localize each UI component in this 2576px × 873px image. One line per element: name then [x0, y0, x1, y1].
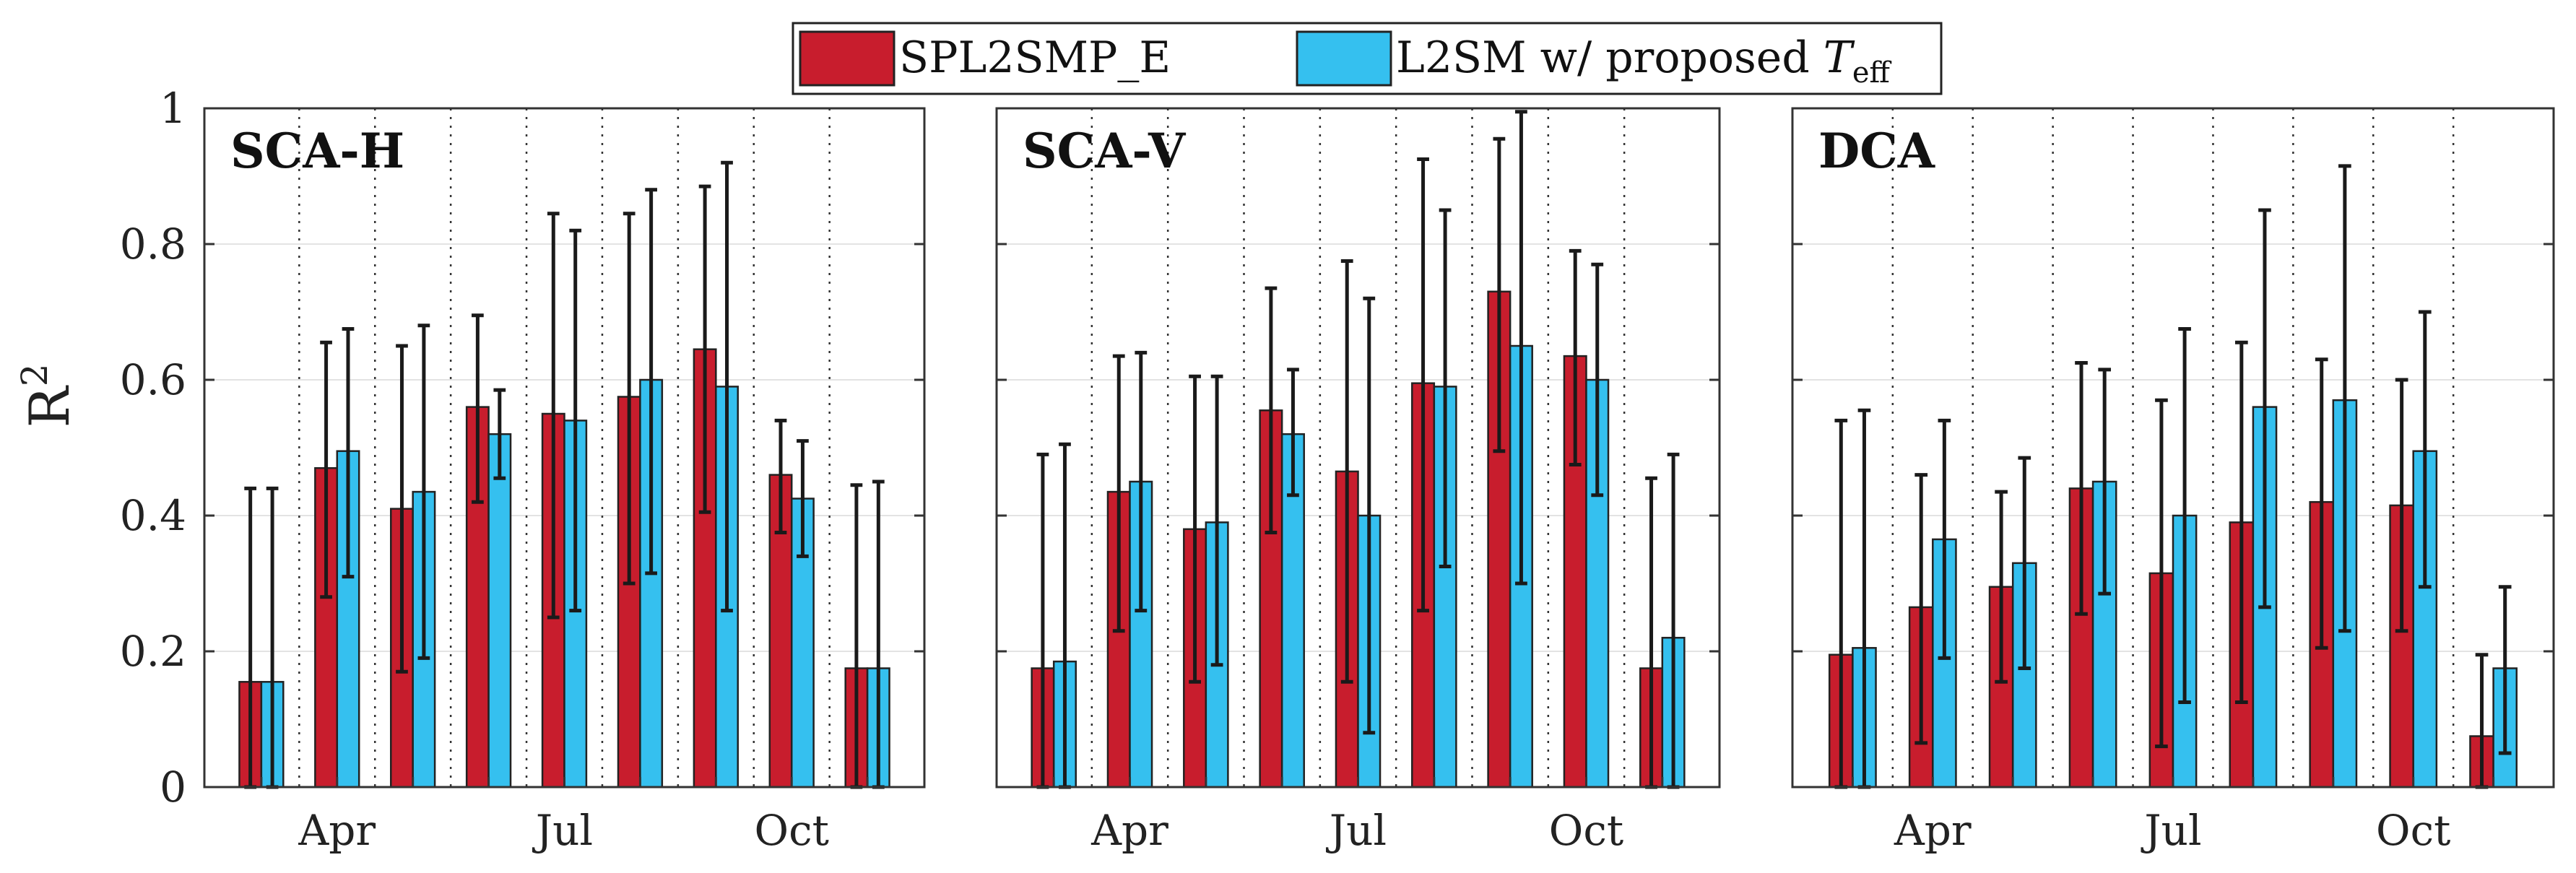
xtick-label-sca-h-jul: Jul	[532, 806, 593, 855]
xtick-label-sca-v-oct: Oct	[1549, 806, 1623, 855]
legend-label-l2sm-proposed: L2SM w/ proposed Teff	[1396, 32, 1892, 90]
y-axis-label: R2	[14, 363, 82, 427]
y-axis-label-base: R	[17, 385, 82, 428]
ytick-label-2: 0.4	[120, 491, 186, 540]
ytick-label-4: 0.8	[120, 220, 186, 269]
legend-label-l2sm-subscript: eff	[1852, 56, 1892, 90]
xtick-label-dca-apr: Apr	[1894, 806, 1972, 855]
labels-layer: Apr Jul Oct SCA-H Apr Jul Oct SCA-V Apr Jul Oct DCA…	[120, 84, 2451, 855]
legend-swatch-l2sm-proposed	[1296, 30, 1392, 87]
legend-label-spl2smp-e: SPL2SMP_E	[899, 32, 1171, 83]
xtick-label-sca-h-oct: Oct	[755, 806, 829, 855]
xtick-label-dca-jul: Jul	[2141, 806, 2201, 855]
error-bars-layer	[244, 110, 2512, 789]
xtick-label-sca-h-apr: Apr	[298, 806, 376, 855]
panel-frames-layer	[203, 107, 2555, 789]
legend-label-l2sm-symbol: T	[1823, 32, 1855, 83]
panel-title-sca-v: SCA-V	[1023, 123, 1187, 179]
ytick-label-5: 1	[160, 84, 186, 133]
ytick-label-1: 0.2	[120, 627, 186, 676]
xtick-label-dca-oct: Oct	[2376, 806, 2450, 855]
ytick-label-0: 0	[160, 763, 186, 812]
legend-swatch-spl2smp-e	[799, 30, 895, 87]
bar-sca-h-l2sm-w-proposed-t-eff-jun	[487, 433, 512, 789]
legend-label-l2sm-prefix: L2SM w/ proposed	[1396, 32, 1823, 83]
legend: SPL2SMP_E L2SM w/ proposed Teff	[792, 22, 1943, 95]
xtick-label-sca-v-apr: Apr	[1090, 806, 1168, 855]
xtick-label-sca-v-jul: Jul	[1326, 806, 1387, 855]
panel-title-sca-h: SCA-H	[230, 123, 404, 179]
panel-title-dca: DCA	[1818, 123, 1935, 179]
ytick-label-3: 0.6	[120, 355, 186, 404]
y-axis-label-superscript: 2	[14, 363, 56, 386]
